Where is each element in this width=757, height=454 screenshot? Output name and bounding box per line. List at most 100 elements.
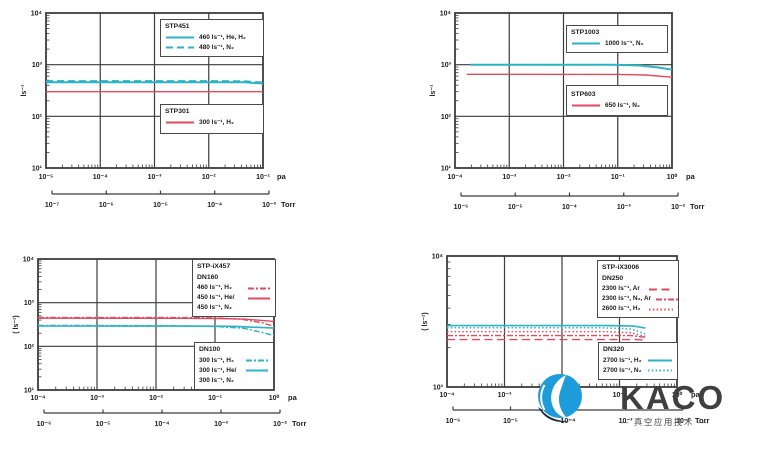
legend-line-sample xyxy=(166,36,194,39)
svg-text:10⁻⁴: 10⁻⁴ xyxy=(440,392,455,399)
svg-text:10²: 10² xyxy=(32,114,43,121)
svg-text:Torr: Torr xyxy=(695,416,710,425)
svg-text:10⁴: 10⁴ xyxy=(440,11,452,18)
legend-entry: 450 ls⁻¹, N₂ xyxy=(197,303,271,313)
svg-text:10⁻⁵: 10⁻⁵ xyxy=(153,202,168,209)
legend-line-sample xyxy=(656,298,681,301)
svg-text:Torr: Torr xyxy=(281,200,296,209)
svg-text:10⁻²: 10⁻² xyxy=(149,395,163,402)
svg-text:10⁻⁴: 10⁻⁴ xyxy=(93,174,108,181)
legend-entry: 480 ls⁻¹, N₂ xyxy=(165,43,259,53)
legend-entry: 450 ls⁻¹, He/ xyxy=(197,293,271,303)
svg-text:10⁻⁴: 10⁻⁴ xyxy=(207,202,222,209)
legend-line-sample xyxy=(245,377,269,384)
legend-stp603: STP603 650 ls⁻¹, N₂ xyxy=(566,85,668,116)
svg-text:pa: pa xyxy=(691,390,701,399)
svg-text:pa: pa xyxy=(277,172,287,181)
legend-entry: 300 ls⁻¹, N₂ xyxy=(199,376,269,386)
legend-entry: 2700 ls⁻¹, H₂ xyxy=(603,356,673,366)
legend-entry: 300 ls⁻¹, He/ xyxy=(199,366,269,376)
svg-text:10⁻⁴: 10⁻⁴ xyxy=(561,418,576,425)
svg-text:10⁻⁴: 10⁻⁴ xyxy=(31,395,46,402)
legend-title: STP451 xyxy=(165,23,190,30)
legend-dn100: DN100 300 ls⁻¹, H₂ 300 ls⁻¹, He/ 300 ls⁻… xyxy=(194,342,274,390)
legend-subtitle: DN250 xyxy=(602,274,624,282)
svg-text:10²: 10² xyxy=(24,344,35,351)
legend-entry: 460 ls⁻¹, He, H₂ xyxy=(165,33,259,43)
svg-text:Torr: Torr xyxy=(292,419,307,428)
svg-text:10⁻¹: 10⁻¹ xyxy=(611,174,625,181)
svg-text:pa: pa xyxy=(686,172,696,181)
svg-text:10¹: 10¹ xyxy=(32,166,43,173)
legend-stp-ix3006-dn250: STP-iX3006 DN250 2300 ls⁻¹, Ar 2300 ls⁻¹… xyxy=(597,260,681,319)
legend-line-sample xyxy=(248,297,270,300)
legend-title: STP-iX457 xyxy=(197,263,231,270)
kaco-brand-text: KACO xyxy=(620,379,726,416)
legend-entry: 300 ls⁻¹, H₂ xyxy=(199,356,269,366)
legend-line-sample xyxy=(248,287,270,290)
legend-title: DN320 xyxy=(603,346,625,353)
svg-text:10⁻⁶: 10⁻⁶ xyxy=(454,204,469,211)
legend-line-sample xyxy=(648,369,672,372)
svg-text:10⁻²: 10⁻² xyxy=(557,174,571,181)
svg-text:10⁻²: 10⁻² xyxy=(202,174,216,181)
legend-entry: 650 ls⁻¹, N₂ xyxy=(571,101,663,111)
svg-text:10⁻²: 10⁻² xyxy=(671,204,685,211)
legend-line-sample xyxy=(572,42,600,45)
legend-entry: 2700 ls⁻¹, N₂ xyxy=(603,366,673,376)
svg-text:10⁻³: 10⁻³ xyxy=(214,421,228,428)
legend-stp1003: STP1003 1000 ls⁻¹, N₂ xyxy=(566,25,668,53)
kaco-subtitle-text: — 真空应用技术 — xyxy=(620,417,708,428)
svg-text:10²: 10² xyxy=(441,114,452,121)
svg-text:10³: 10³ xyxy=(32,62,43,69)
legend-entry: 2300 ls⁻¹, Ar xyxy=(602,284,674,294)
svg-text:10⁻²: 10⁻² xyxy=(676,418,690,425)
svg-text:10⁻³: 10⁻³ xyxy=(502,174,516,181)
svg-text:10⁻⁵: 10⁻⁵ xyxy=(508,204,523,211)
svg-text:10⁻⁷: 10⁻⁷ xyxy=(45,202,59,209)
svg-text:10³: 10³ xyxy=(24,300,35,307)
legend-entry: 2600 ls⁻¹, H₂ xyxy=(602,304,674,314)
svg-text:10⁻⁵: 10⁻⁵ xyxy=(39,174,54,181)
legend-stp-ix457-dn160: STP-iX457 DN160 460 ls⁻¹, H₂ 450 ls⁻¹, H… xyxy=(192,259,276,318)
svg-text:10³: 10³ xyxy=(441,62,452,69)
svg-text:10⁴: 10⁴ xyxy=(31,11,43,18)
svg-text:10⁰: 10⁰ xyxy=(672,391,683,399)
legend-title: STP-iX3006 xyxy=(602,264,640,271)
svg-text:10⁻¹: 10⁻¹ xyxy=(256,174,270,181)
legend-title: STP301 xyxy=(165,108,190,115)
svg-text:10⁻³: 10⁻³ xyxy=(617,204,631,211)
legend-line-sample xyxy=(572,104,600,107)
svg-text:10⁻³: 10⁻³ xyxy=(498,392,512,399)
svg-text:( ls⁻¹): ( ls⁻¹) xyxy=(422,312,429,330)
legend-entry: 460 ls⁻¹, H₂ xyxy=(197,283,271,293)
legend-line-sample xyxy=(246,369,268,372)
svg-text:10¹: 10¹ xyxy=(24,388,35,395)
legend-title: STP1003 xyxy=(571,29,600,36)
legend-line-sample xyxy=(649,308,673,311)
svg-text:10⁻⁴: 10⁻⁴ xyxy=(448,174,463,181)
legend-line-sample xyxy=(247,305,271,312)
legend-title: STP603 xyxy=(571,91,596,98)
svg-text:10⁻³: 10⁻³ xyxy=(262,202,276,209)
svg-text:10⁴: 10⁴ xyxy=(432,254,444,261)
svg-text:10⁻⁴: 10⁻⁴ xyxy=(562,204,577,211)
legend-entry: 300 ls⁻¹, H₂ xyxy=(165,118,259,128)
svg-text:10⁻⁶: 10⁻⁶ xyxy=(37,421,52,428)
svg-text:10⁻³: 10⁻³ xyxy=(148,174,162,181)
svg-text:Torr: Torr xyxy=(690,202,705,211)
svg-text:10⁻²: 10⁻² xyxy=(273,421,287,428)
legend-subtitle: DN160 xyxy=(197,273,219,281)
legend-dn320: DN320 2700 ls⁻¹, H₂ 2700 ls⁻¹, N₂ xyxy=(598,342,678,380)
legend-line-sample xyxy=(649,288,673,291)
svg-text:ls⁻¹: ls⁻¹ xyxy=(430,84,437,97)
svg-text:10⁻⁶: 10⁻⁶ xyxy=(446,418,461,425)
svg-text:10³: 10³ xyxy=(433,385,444,392)
kaco-watermark-text: KACO — 真空应用技术 — xyxy=(620,379,726,428)
chart-stp451-stp301: 10⁴ 10³ 10² 10¹ 10⁻⁵ 10⁻⁴ 10⁻³ 10⁻² 10⁻¹ pa 10⁻⁷ 10… xyxy=(0,0,352,246)
svg-text:10⁻³: 10⁻³ xyxy=(90,395,104,402)
svg-text:ls⁻¹: ls⁻¹ xyxy=(21,84,28,97)
kaco-watermark: KACO — 真空应用技术 — xyxy=(536,372,725,428)
